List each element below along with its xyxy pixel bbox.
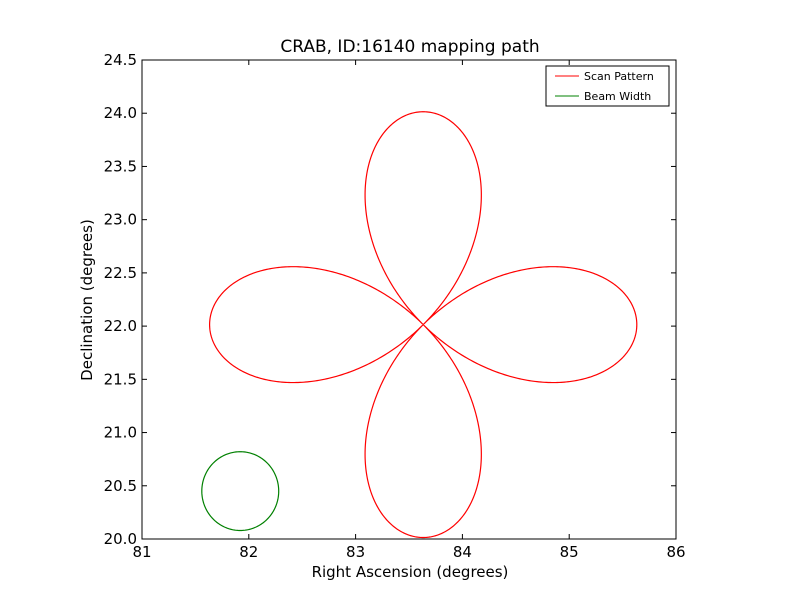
y-tick-label: 21.5 [104, 370, 137, 388]
legend-label-beam-width: Beam Width [584, 90, 651, 103]
chart-title: CRAB, ID:16140 mapping path [280, 37, 539, 57]
x-tick-label: 84 [453, 543, 472, 561]
y-tick-label: 23.5 [104, 157, 137, 175]
x-axis-label: Right Ascension (degrees) [312, 563, 509, 581]
x-tick-label: 85 [560, 543, 579, 561]
x-tick-label: 81 [132, 543, 151, 561]
y-axis-label: Declination (degrees) [78, 219, 96, 381]
legend-label-scan-pattern: Scan Pattern [584, 70, 654, 83]
y-tick-label: 22.5 [104, 264, 137, 282]
y-tick-label: 20.0 [104, 530, 137, 548]
y-tick-label: 23.0 [104, 211, 137, 229]
x-tick-label: 86 [666, 543, 685, 561]
y-tick-label: 24.0 [104, 104, 137, 122]
series-beam-width [201, 451, 280, 532]
x-tick-label: 82 [239, 543, 258, 561]
legend-box [545, 65, 670, 107]
y-tick-label: 20.5 [104, 477, 137, 495]
series-scan-pattern [208, 111, 638, 539]
plot-area [141, 59, 677, 540]
y-tick-label: 21.0 [104, 424, 137, 442]
y-tick-label: 24.5 [104, 51, 137, 69]
y-tick-label: 22.0 [104, 317, 137, 335]
axis-ticks: 81 82 83 84 85 86 20.0 20.5 21.0 21.5 22.0 22.5 23.0… [104, 51, 686, 561]
data-curves [201, 111, 638, 539]
x-tick-label: 83 [346, 543, 365, 561]
legend: Scan Pattern Beam Width [545, 65, 670, 107]
